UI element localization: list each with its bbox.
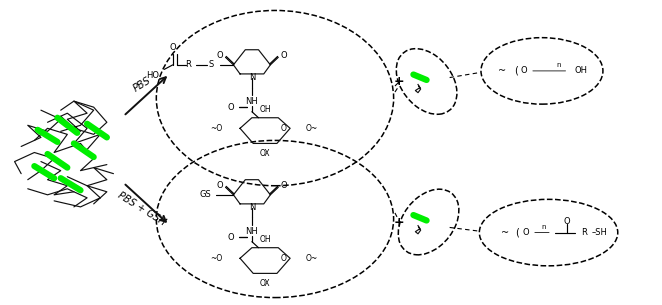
- Text: O: O: [217, 181, 224, 190]
- Text: +: +: [394, 216, 404, 228]
- Text: PBS: PBS: [131, 75, 152, 93]
- Text: O: O: [228, 103, 234, 112]
- Text: O: O: [169, 43, 176, 52]
- Text: ~: ~: [501, 228, 509, 238]
- Text: O: O: [228, 233, 234, 242]
- Text: n: n: [541, 224, 545, 230]
- Text: O~: O~: [306, 124, 318, 133]
- Text: O: O: [280, 51, 287, 60]
- Text: –SH: –SH: [591, 228, 607, 237]
- Text: N: N: [249, 73, 255, 82]
- Text: +: +: [394, 75, 404, 88]
- Text: OH: OH: [575, 66, 588, 75]
- Text: ~O: ~O: [210, 254, 222, 263]
- Text: O: O: [217, 51, 224, 60]
- Text: O: O: [563, 217, 571, 226]
- Text: R: R: [581, 228, 587, 237]
- Text: O~: O~: [306, 254, 318, 263]
- Text: O: O: [522, 228, 529, 237]
- Text: OH: OH: [260, 235, 271, 244]
- Text: OH: OH: [260, 105, 271, 114]
- Text: GS: GS: [199, 190, 211, 199]
- Text: PBS + GSH: PBS + GSH: [116, 190, 167, 227]
- Text: OX: OX: [260, 149, 270, 158]
- Text: O: O: [280, 181, 287, 190]
- Text: O: O: [520, 66, 527, 75]
- Text: ~: ~: [498, 66, 506, 76]
- Text: HO: HO: [146, 71, 160, 80]
- Text: (: (: [515, 228, 519, 238]
- Text: N: N: [249, 203, 255, 212]
- Text: NH: NH: [246, 228, 258, 236]
- Text: OX: OX: [260, 279, 270, 288]
- Text: O: O: [281, 254, 287, 263]
- Text: ~O: ~O: [210, 124, 222, 133]
- Text: n: n: [556, 62, 561, 68]
- Text: NH: NH: [246, 98, 258, 106]
- Text: R: R: [185, 60, 191, 69]
- Text: S: S: [209, 60, 214, 69]
- Text: O: O: [281, 124, 287, 133]
- Text: (: (: [514, 66, 518, 76]
